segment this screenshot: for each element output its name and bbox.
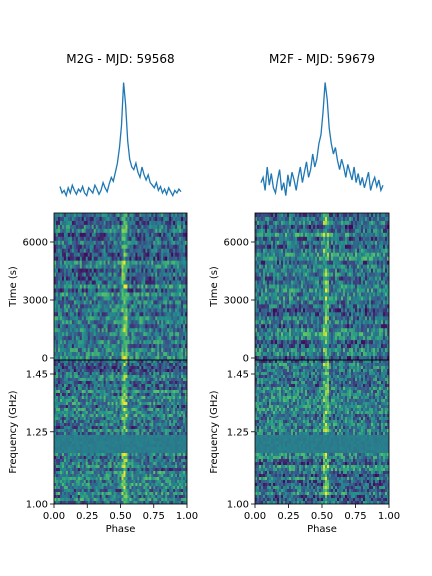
frequency-tick-label: 1.25	[26, 427, 48, 438]
frequency-axis-label: Frequency (GHz)	[8, 390, 19, 473]
phase-tick-label: 0.00	[43, 511, 65, 522]
time-phase-heatmap	[54, 213, 188, 361]
frequency-tick-label: 1.45	[26, 370, 48, 381]
phase-axis-label: Phase	[307, 524, 337, 535]
time-tick-label: 0	[42, 354, 48, 365]
time-axis-label: Time (s)	[8, 266, 19, 308]
time-tick-label: 0	[243, 354, 249, 365]
phase-tick-label: 0.75	[344, 511, 366, 522]
frequency-tick-label: 1.00	[227, 500, 249, 511]
phase-tick-label: 0.00	[244, 511, 266, 522]
frequency-tick-label: 1.25	[227, 427, 249, 438]
frequency-phase-heatmap	[54, 360, 188, 505]
phase-tick-label: 0.25	[76, 511, 98, 522]
time-phase-heatmap	[255, 213, 390, 361]
phase-tick-label: 0.50	[311, 511, 333, 522]
chart-1: M2G - MJD: 59568 0 3000 6000 Time (s) 1.00 1.2…	[8, 52, 198, 535]
chart-2: M2F - MJD: 59679 0 3000 6000 Time (s) 1.00 1.2…	[209, 52, 400, 535]
pulse-profile-line	[260, 82, 384, 196]
phase-tick-label: 1.00	[176, 511, 198, 522]
phase-tick-label: 0.25	[277, 511, 299, 522]
pulse-profile-line	[59, 82, 182, 198]
frequency-tick-label: 1.45	[227, 370, 249, 381]
time-tick-label: 3000	[23, 296, 48, 307]
frequency-tick-label: 1.00	[26, 500, 48, 511]
chart-title: M2F - MJD: 59679	[269, 52, 375, 66]
time-axis-label: Time (s)	[209, 266, 220, 308]
phase-tick-label: 0.50	[109, 511, 131, 522]
time-tick-label: 6000	[224, 238, 249, 249]
chart-title: M2G - MJD: 59568	[66, 52, 174, 66]
time-tick-label: 6000	[23, 238, 48, 249]
frequency-phase-heatmap	[255, 360, 390, 505]
phase-tick-label: 1.00	[378, 511, 400, 522]
phase-tick-label: 0.75	[143, 511, 165, 522]
frequency-axis-label: Frequency (GHz)	[209, 390, 220, 473]
time-tick-label: 3000	[224, 296, 249, 307]
phase-axis-label: Phase	[106, 524, 136, 535]
